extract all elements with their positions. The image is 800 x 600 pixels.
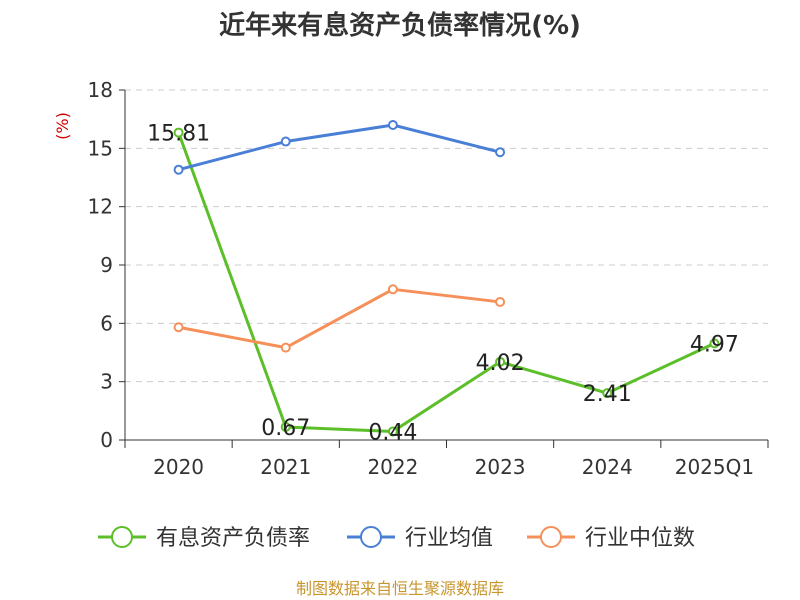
y-tick-label: 18 <box>88 78 113 102</box>
data-label: 4.97 <box>690 332 739 357</box>
axes: 0 3 6 9 12 15 18 2020 2021 2022 2023 2024 2025Q1 <box>88 78 769 479</box>
data-label: 15.81 <box>147 122 210 147</box>
legend-label: 行业中位数 <box>585 526 695 551</box>
x-tick-label: 2025Q1 <box>675 455 754 479</box>
data-point <box>709 338 720 349</box>
data-labels: 15.81 0.67 0.44 4.02 2.41 4.97 <box>147 122 739 446</box>
x-tick-label: 2021 <box>260 455 311 479</box>
y-tick-label: 6 <box>100 311 113 335</box>
data-point <box>173 164 184 175</box>
series-line <box>178 287 501 350</box>
legend-marker <box>360 526 382 548</box>
data-point <box>173 322 184 333</box>
chart-title: 近年来有息资产负债率情况(%) <box>219 10 581 41</box>
data-point <box>387 284 398 295</box>
data-label: 4.02 <box>476 351 525 376</box>
y-axis-unit-label: (%) <box>53 112 72 140</box>
series-line <box>177 132 716 433</box>
source-note: 制图数据来自恒生聚源数据库 <box>296 579 504 598</box>
data-label: 2.41 <box>583 382 632 407</box>
x-tick-label: 2022 <box>367 455 418 479</box>
y-tick-label: 3 <box>100 370 113 394</box>
legend-label: 有息资产负债率 <box>156 526 310 551</box>
data-point <box>387 120 398 130</box>
series-line <box>178 123 501 172</box>
data-point <box>280 136 291 147</box>
x-tick-label: 2020 <box>153 455 204 479</box>
series-lines <box>173 120 720 437</box>
data-point <box>387 426 398 437</box>
y-tick-label: 9 <box>100 253 113 277</box>
x-tick-label: 2024 <box>582 455 633 479</box>
legend: 有息资产负债率 行业均值 行业中位数 <box>98 526 695 551</box>
data-point <box>495 147 506 158</box>
data-point <box>173 127 184 138</box>
data-point <box>495 356 506 367</box>
data-point <box>495 296 506 307</box>
data-point <box>602 388 613 399</box>
data-point <box>280 342 291 353</box>
legend-marker <box>111 526 133 548</box>
x-tick-label: 2023 <box>475 455 526 479</box>
y-tick-label: 0 <box>100 428 113 452</box>
data-label: 0.44 <box>368 420 417 445</box>
y-tick-label: 12 <box>88 195 113 219</box>
grid-lines <box>125 89 768 383</box>
data-point <box>280 421 291 432</box>
legend-label: 行业均值 <box>405 526 493 551</box>
legend-marker <box>540 526 562 548</box>
y-tick-label: 15 <box>88 136 113 160</box>
data-label: 0.67 <box>261 416 310 441</box>
